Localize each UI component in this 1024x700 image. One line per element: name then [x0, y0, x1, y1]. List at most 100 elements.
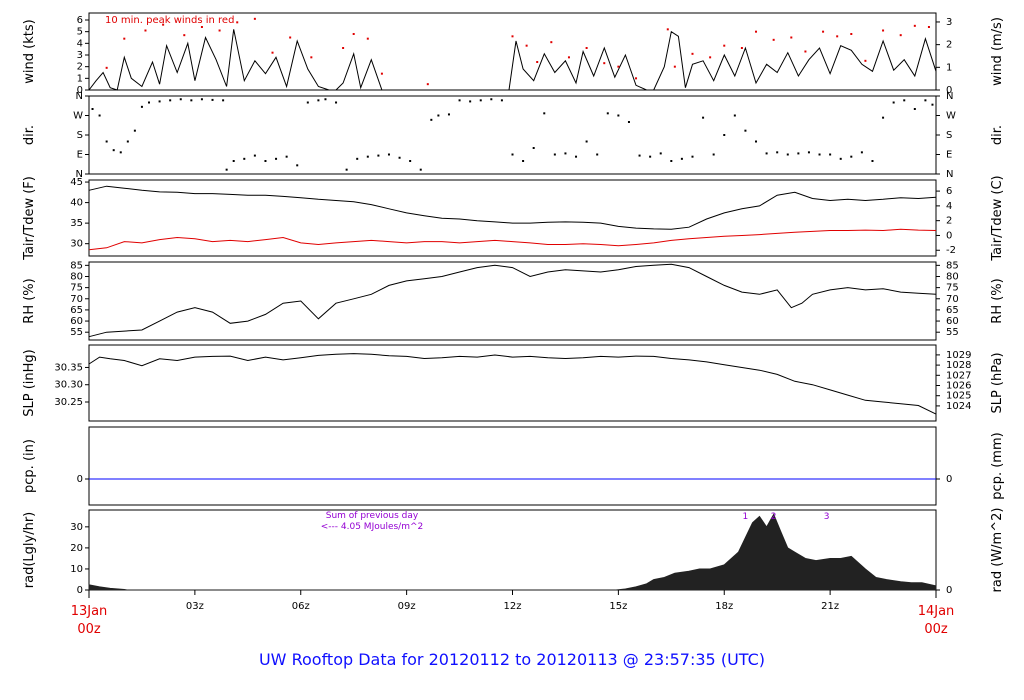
temperature-ticklabel-right: 6	[946, 186, 952, 197]
precipitation-ticklabel-right: 0	[946, 474, 952, 485]
direction-ticklabel-left: N	[76, 91, 83, 102]
wind-point	[673, 65, 676, 68]
direction-point	[755, 140, 758, 143]
time-tick-label: 18z	[715, 601, 733, 612]
direction-point	[543, 112, 546, 115]
direction-point	[377, 154, 380, 157]
direction-ticklabel-right: W	[946, 111, 956, 122]
temperature-line-tair	[88, 185, 937, 230]
direction-point	[133, 129, 136, 132]
radiation-mark: 3	[824, 512, 830, 522]
time-end-day: 14Jan	[918, 604, 955, 619]
wind-ticklabel-left: 2	[77, 62, 83, 73]
direction-point	[585, 140, 588, 143]
wind-point	[105, 66, 108, 69]
wind-point	[511, 35, 514, 38]
pressure-ylabel-right: SLP (hPa)	[990, 352, 1005, 413]
direction-point	[430, 118, 433, 121]
direction-ticklabel-left: W	[73, 111, 83, 122]
rh-ticklabel-right: 60	[946, 316, 959, 327]
direction-ticklabel-right: E	[946, 150, 952, 161]
wind-frame	[88, 12, 937, 91]
direction-point	[786, 153, 789, 156]
pressure-line	[88, 353, 937, 415]
wind-ylabel-right: wind (m/s)	[990, 17, 1005, 86]
wind-line	[88, 29, 937, 91]
direction-point	[387, 153, 390, 156]
direction-point	[158, 100, 161, 103]
wind-ticklabel-right: 2	[946, 40, 952, 51]
temperature-ticklabel-left: 35	[70, 218, 83, 229]
direction-point	[119, 151, 122, 154]
direction-ticklabel-right: N	[946, 91, 953, 102]
temperature-ylabel-right: Tair/Tdew (C)	[990, 175, 1005, 261]
wind-point	[567, 56, 570, 59]
direction-point	[765, 152, 768, 155]
wind-point	[617, 65, 620, 68]
time-tick-label: 09z	[398, 601, 416, 612]
radiation-ylabel-right: rad (W/m^2)	[990, 508, 1005, 593]
direction-point	[860, 151, 863, 154]
direction-point	[324, 98, 327, 101]
footer-title: UW Rooftop Data for 20120112 to 20120113…	[258, 650, 766, 669]
radiation-ticklabel-right: 0	[946, 585, 952, 596]
temperature-ticklabel-right: 4	[946, 201, 952, 212]
rh-ticklabel-right: 70	[946, 294, 959, 305]
rh-ticklabel-right: 65	[946, 305, 959, 316]
wind-point	[123, 37, 126, 40]
direction-point	[211, 98, 214, 101]
direction-point	[479, 99, 482, 102]
pressure-ticklabel-left: 30.35	[54, 362, 83, 373]
direction-point	[91, 108, 94, 110]
radiation-ticklabel-left: 10	[70, 564, 83, 575]
direction-point	[575, 155, 578, 158]
precipitation-ticklabel-left: 0	[77, 474, 83, 485]
direction-point	[317, 99, 320, 102]
rh-ticklabel-left: 60	[70, 316, 83, 327]
direction-point	[275, 157, 278, 160]
wind-ticklabel-left: 5	[77, 27, 83, 38]
direction-point	[818, 153, 821, 156]
wind-point	[913, 24, 916, 27]
rh-ylabel-left: RH (%)	[22, 278, 37, 323]
direction-point	[112, 149, 115, 152]
direction-point	[564, 152, 567, 155]
direction-point	[659, 152, 662, 155]
direction-point	[169, 99, 172, 102]
radiation-mark: 2	[771, 512, 777, 522]
direction-point	[345, 168, 348, 171]
direction-point	[140, 105, 143, 108]
rh-ticklabel-left: 85	[70, 260, 83, 271]
rh-ticklabel-left: 70	[70, 294, 83, 305]
rh-frame	[88, 261, 937, 341]
direction-point	[105, 140, 108, 143]
direction-point	[702, 116, 705, 119]
wind-point	[144, 29, 147, 32]
direction-point	[447, 113, 450, 116]
direction-point	[306, 101, 309, 104]
wind-point	[691, 52, 694, 55]
pressure-frame	[88, 344, 937, 422]
time-end-hour: 00z	[924, 622, 948, 637]
wind-point	[342, 47, 345, 49]
direction-point	[179, 98, 182, 101]
temperature-ylabel-left: Tair/Tdew (F)	[22, 176, 37, 261]
direction-point	[913, 108, 916, 110]
direction-point	[522, 160, 525, 162]
pressure-ticklabel-left: 30.25	[54, 397, 83, 408]
wind-point	[772, 38, 775, 41]
direction-point	[829, 153, 832, 156]
temperature-ticklabel-right: 2	[946, 216, 952, 227]
precipitation-frame	[88, 426, 937, 506]
direction-point	[200, 98, 203, 101]
wind-ticklabel-right: 3	[946, 17, 952, 28]
wind-ylabel-left: wind (kts)	[22, 19, 37, 83]
direction-point	[723, 134, 726, 136]
direction-point	[776, 151, 779, 154]
wind-annotation: 10 min. peak winds in red	[105, 15, 234, 26]
direction-point	[253, 154, 256, 157]
direction-point	[670, 160, 673, 162]
time-tick-label: 12z	[504, 601, 522, 612]
direction-point	[903, 99, 906, 102]
wind-point	[709, 56, 712, 59]
